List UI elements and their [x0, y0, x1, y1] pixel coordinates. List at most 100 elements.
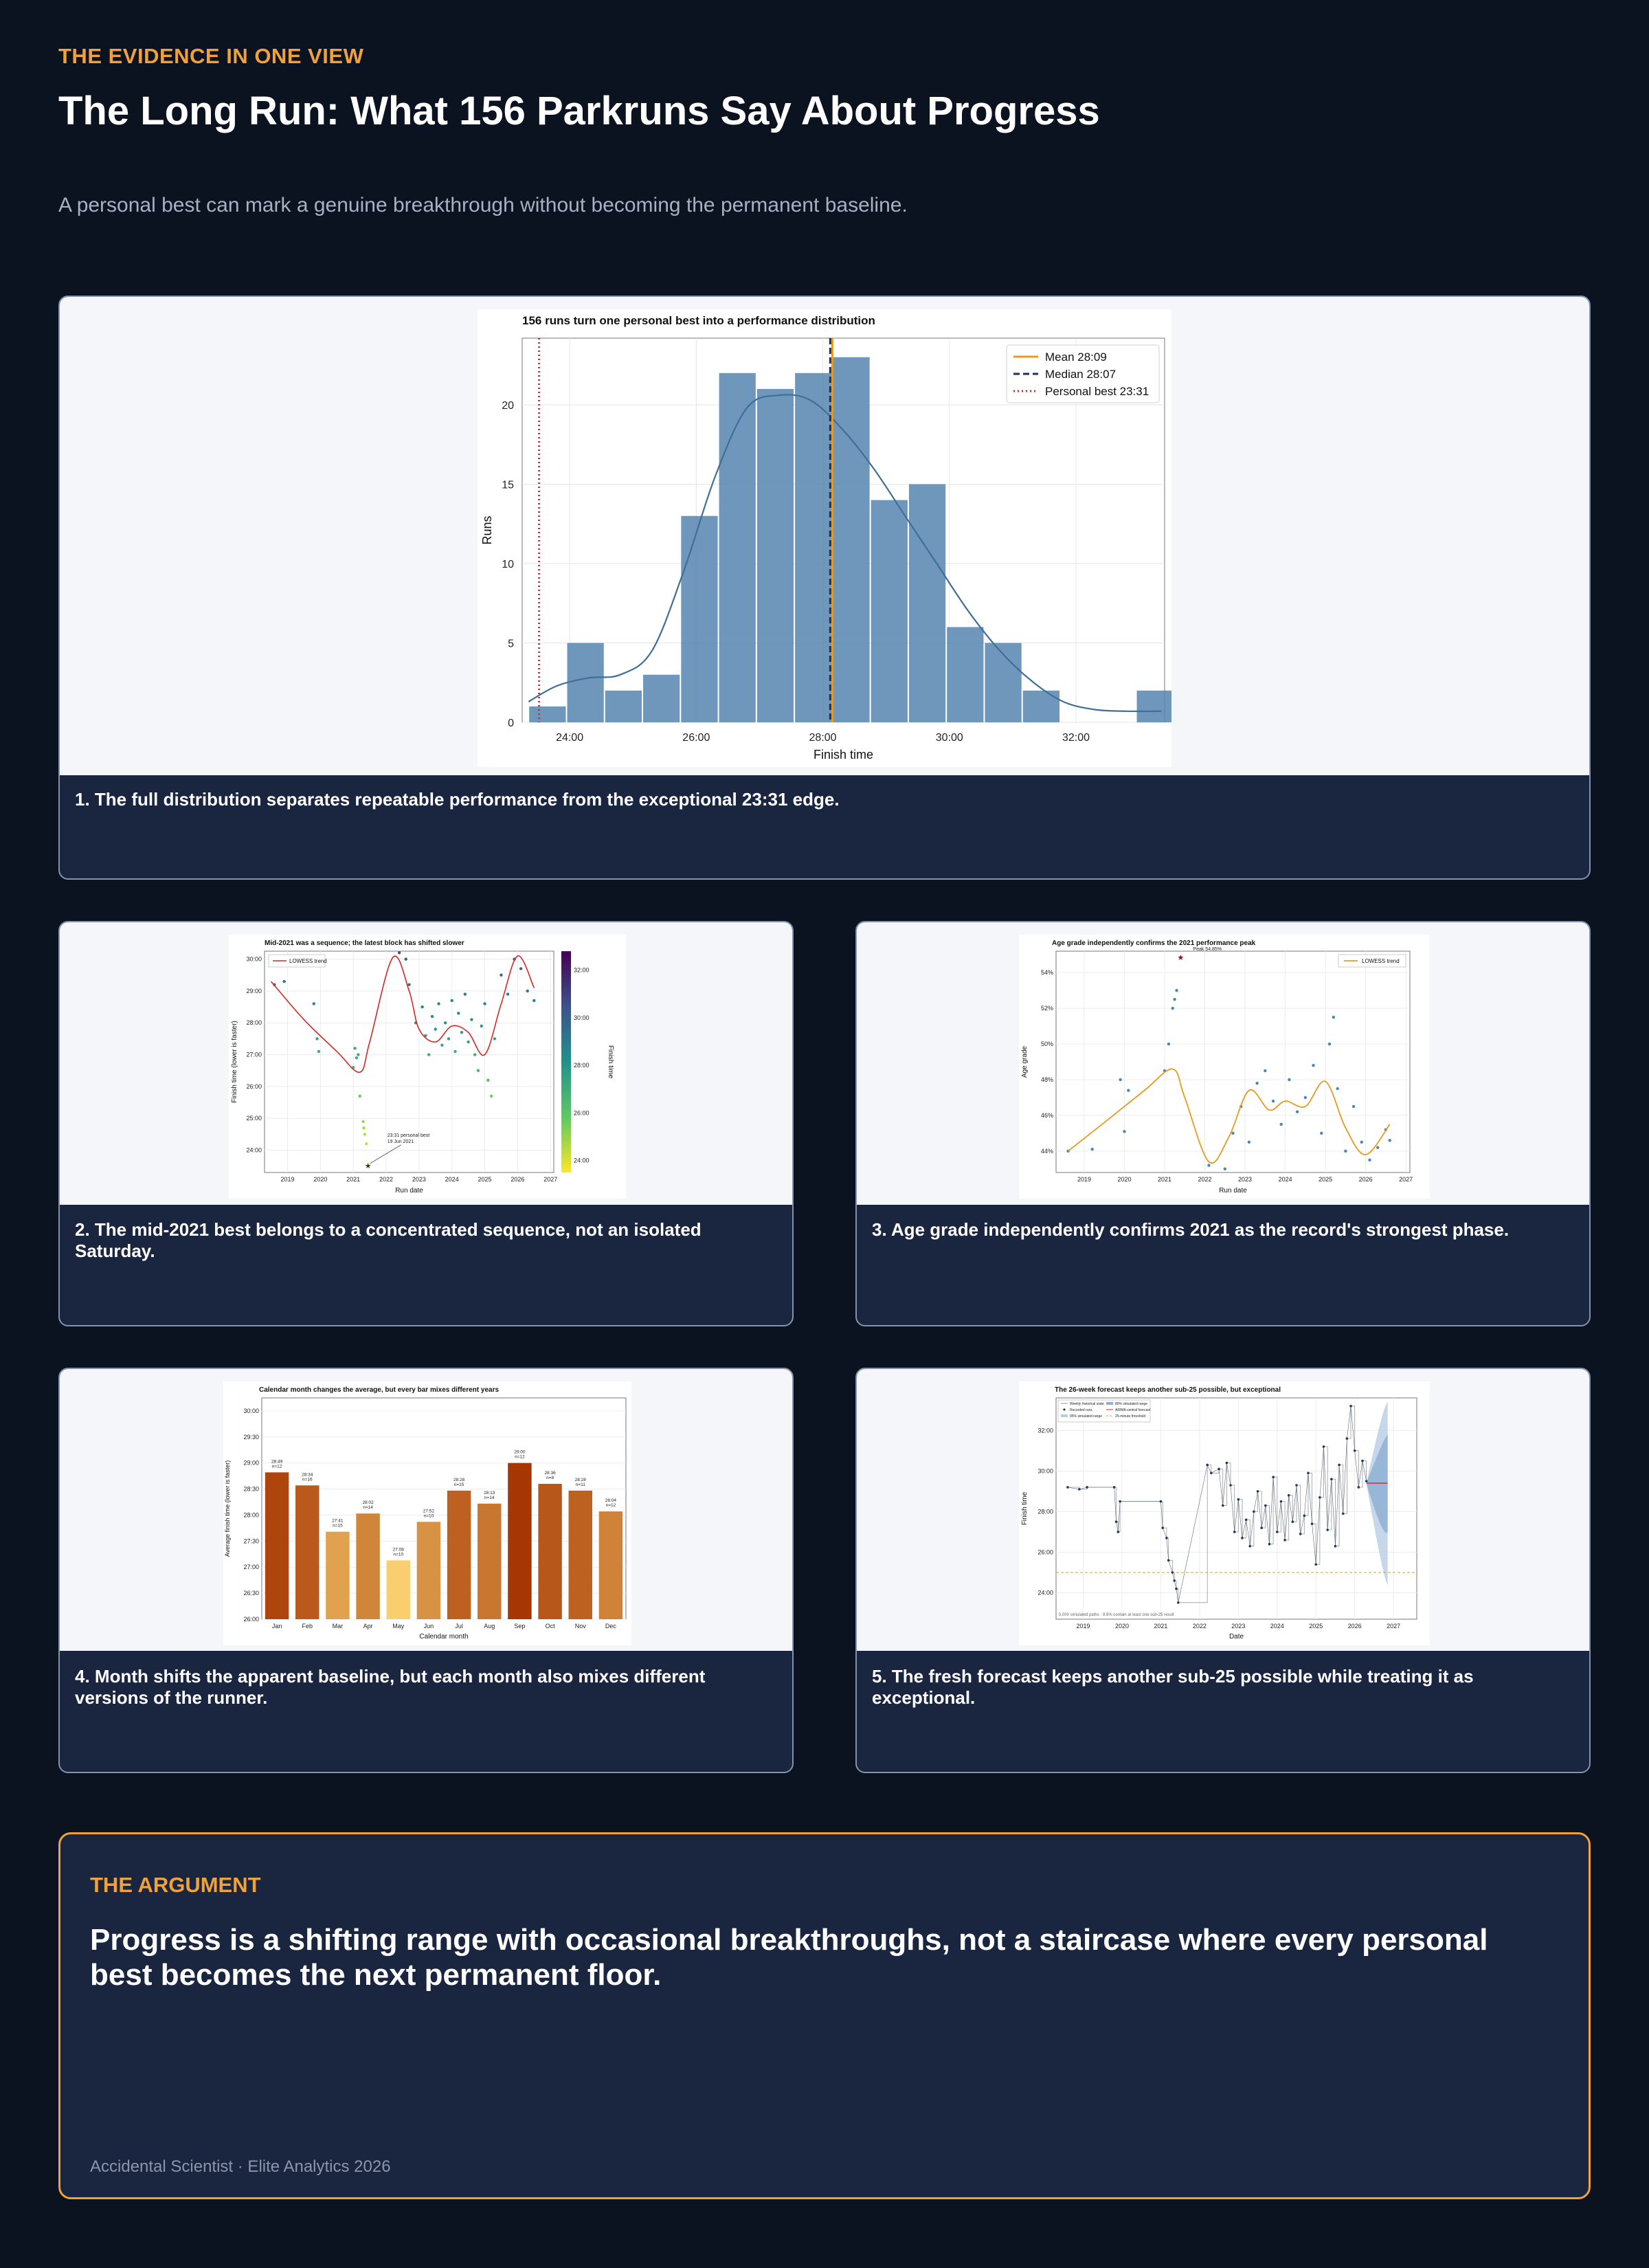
run-point — [315, 1037, 319, 1041]
recorded-run-point — [1268, 1542, 1271, 1546]
x-tick-label: 2022 — [379, 1176, 393, 1183]
recorded-run-point — [1241, 1537, 1244, 1539]
histogram-bar — [756, 388, 794, 722]
x-tick-label: 2019 — [280, 1176, 294, 1183]
run-point — [460, 1030, 464, 1034]
recorded-run-point — [1319, 1496, 1321, 1499]
y-tick-label: 27:30 — [243, 1537, 259, 1544]
y-axis-label: Finish time — [1021, 1491, 1029, 1525]
legend-label: Mean 28:09 — [1045, 351, 1107, 364]
recorded-run-point — [1244, 1518, 1248, 1522]
histogram-bar — [1022, 690, 1060, 722]
run-point — [282, 979, 286, 983]
histogram-bar — [719, 373, 756, 722]
legend-label: LOWESS trend — [1362, 958, 1400, 964]
figure-panel: The 26-week forecast keeps another sub-2… — [857, 1369, 1589, 1651]
recorded-run-point — [1283, 1538, 1286, 1542]
chart-card-5: The 26-week forecast keeps another sub-2… — [855, 1368, 1591, 1773]
run-point — [1119, 1078, 1122, 1082]
run-point — [1127, 1089, 1130, 1092]
legend-label: 25-minute threshold — [1115, 1414, 1145, 1419]
recorded-run-point — [1295, 1484, 1298, 1487]
y-tick-label: 30:00 — [246, 956, 262, 963]
y-tick-label: 28:00 — [243, 1511, 259, 1518]
annotation-text: Peak 54.85% — [1193, 947, 1222, 952]
argument-kicker: THE ARGUMENT — [90, 1873, 261, 1897]
y-axis-label: Average finish time (lower is faster) — [224, 1460, 231, 1557]
run-point — [493, 1037, 497, 1041]
recorded-run-point — [1206, 1463, 1209, 1467]
run-point — [430, 1014, 434, 1019]
legend-label: Median 28:07 — [1045, 368, 1116, 381]
run-point — [355, 1056, 359, 1060]
bar-label: n=8 — [546, 1476, 554, 1480]
bar-label: n=11 — [576, 1482, 586, 1487]
x-tick-label: Mar — [333, 1623, 344, 1630]
colorbar-tick-label: 24:00 — [574, 1157, 590, 1164]
recorded-run-point — [1167, 1559, 1170, 1562]
bar-label: 27:41 — [332, 1519, 344, 1524]
plot-area — [1055, 1397, 1417, 1620]
run-point — [1247, 1140, 1251, 1144]
run-point — [467, 1040, 470, 1044]
month-bar — [265, 1472, 289, 1619]
x-tick-label: Jul — [455, 1623, 463, 1630]
histogram-bar — [947, 627, 984, 722]
x-tick-label: Jan — [272, 1623, 282, 1630]
run-point — [1223, 1167, 1226, 1171]
run-point — [427, 1053, 431, 1056]
run-point — [1360, 1140, 1363, 1144]
run-point — [480, 1024, 483, 1028]
histogram-bar — [529, 706, 566, 722]
run-point — [443, 1021, 447, 1025]
run-point — [470, 1018, 473, 1021]
chart-card-1: 156 runs turn one personal best into a p… — [58, 296, 1591, 880]
recorded-run-point — [1326, 1528, 1329, 1531]
chart-frame: The 26-week forecast keeps another sub-2… — [1019, 1381, 1430, 1645]
x-tick-label: Nov — [575, 1623, 587, 1630]
y-tick-label: 50% — [1041, 1041, 1053, 1047]
x-tick-label: 2027 — [543, 1176, 557, 1183]
month-bar — [538, 1484, 562, 1619]
legend-box — [1006, 344, 1160, 403]
argument-text: Progress is a shifting range with occasi… — [90, 1923, 1488, 1992]
run-point — [1336, 1087, 1339, 1091]
x-tick-label: 2020 — [313, 1176, 327, 1183]
run-point — [486, 1078, 490, 1082]
legend-box — [1057, 1399, 1151, 1423]
recorded-run-point — [1119, 1500, 1121, 1503]
x-tick-label: 2019 — [1077, 1623, 1090, 1630]
age-grade-chart: Age grade independently confirms the 202… — [1021, 940, 1413, 1194]
x-tick-label: Sep — [514, 1623, 525, 1630]
colorbar-tick-label: 26:00 — [574, 1109, 590, 1116]
footer-credit: Accidental Scientist · Elite Analytics 2… — [90, 2157, 391, 2176]
bar-label: 28:36 — [544, 1471, 556, 1476]
run-point — [519, 967, 523, 970]
recorded-run-point — [1275, 1531, 1279, 1533]
figure-panel: 156 runs turn one personal best into a p… — [60, 297, 1589, 775]
x-tick-label: May — [392, 1623, 405, 1630]
legend-swatch — [1063, 1408, 1066, 1411]
x-tick-label: Jun — [424, 1623, 434, 1630]
section-kicker: THE EVIDENCE IN ONE VIEW — [58, 44, 364, 68]
bar-label: n=12 — [606, 1503, 616, 1508]
month-bar — [416, 1522, 441, 1619]
recorded-run-point — [1248, 1544, 1252, 1548]
run-point — [434, 1027, 437, 1031]
recorded-run-point — [1357, 1486, 1360, 1489]
recorded-run-point — [1237, 1498, 1240, 1501]
x-tick-label: 28:00 — [809, 732, 837, 744]
page-subtitle: A personal best can mark a genuine break… — [58, 194, 908, 216]
run-point — [457, 1012, 460, 1015]
y-tick-label: 48% — [1041, 1076, 1053, 1083]
legend-box — [268, 954, 326, 968]
x-axis-label: Run date — [1219, 1187, 1247, 1194]
lowess-line — [270, 955, 535, 1073]
chart-card-4: Calendar month changes the average, but … — [58, 1368, 794, 1773]
y-tick-label: 28:00 — [246, 1019, 262, 1026]
x-tick-label: 2024 — [1270, 1623, 1284, 1630]
figure-panel: Calendar month changes the average, but … — [60, 1369, 792, 1651]
recorded-run-point — [1171, 1571, 1174, 1574]
run-point — [1279, 1122, 1283, 1126]
bar-label: n=10 — [424, 1513, 434, 1518]
